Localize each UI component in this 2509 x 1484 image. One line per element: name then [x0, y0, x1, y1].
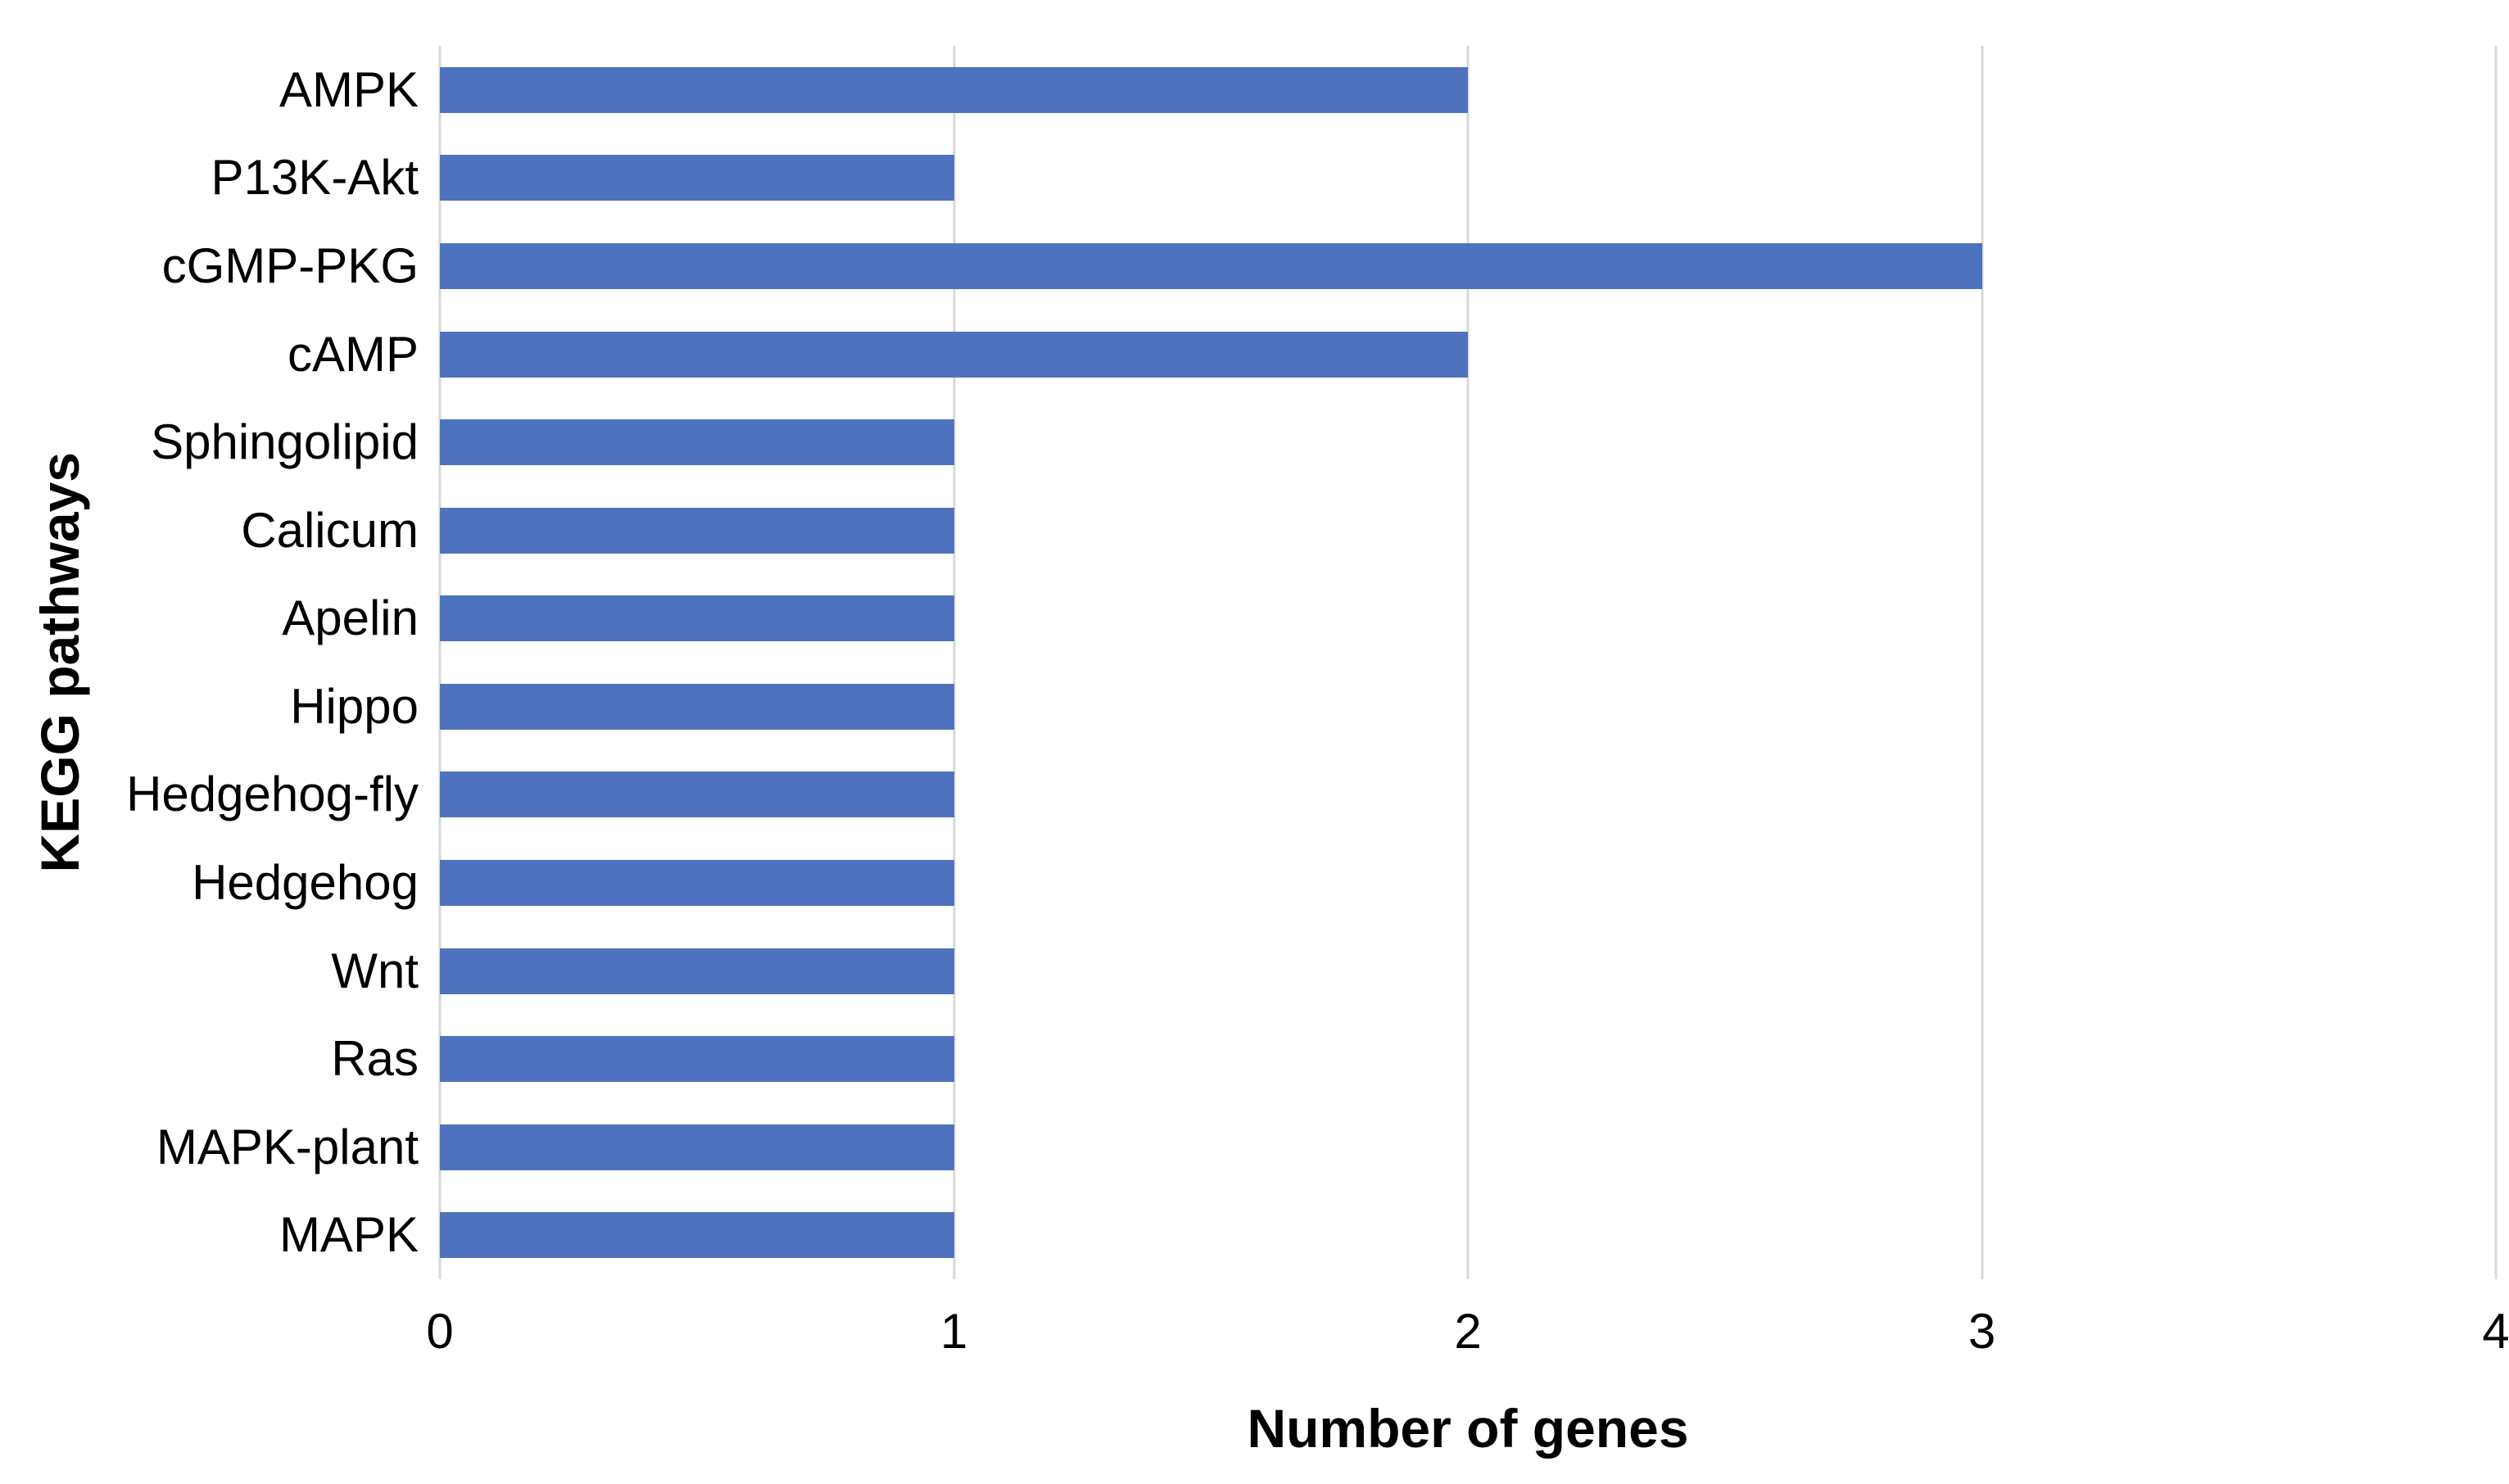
bar-row [440, 574, 2496, 663]
category-label: Hippo [290, 678, 419, 734]
bar-row [440, 46, 2496, 134]
bar-Apelin [440, 595, 954, 642]
bar-Hedgehog [440, 859, 954, 906]
category-row: Hedgehog [0, 839, 419, 927]
bar-Sphingolipid [440, 419, 954, 466]
bar-row [440, 927, 2496, 1016]
plot-area [438, 46, 2498, 1279]
category-label: MAPK [279, 1207, 419, 1263]
category-label: P13K-Akt [211, 150, 419, 206]
bar-row [440, 1192, 2496, 1280]
bar-Wnt [440, 948, 954, 994]
bar-row [440, 398, 2496, 486]
x-axis-title: Number of genes [1247, 1398, 1689, 1459]
category-row: Calicum [0, 486, 419, 575]
category-row: Apelin [0, 574, 419, 663]
category-row: MAPK-plant [0, 1103, 419, 1192]
bar-P13K-Akt [440, 155, 954, 201]
category-label: Sphingolipid [151, 414, 419, 470]
category-label: Hedgehog-fly [126, 767, 419, 822]
bar-row [440, 310, 2496, 399]
category-row: AMPK [0, 46, 419, 134]
bar-cGMP-PKG [440, 242, 1982, 289]
category-label: Calicum [241, 502, 419, 558]
category-row: Hedgehog-fly [0, 751, 419, 839]
category-label: cAMP [287, 326, 419, 382]
x-tick-label-0: 0 [426, 1304, 454, 1359]
bar-Hippo [440, 683, 954, 730]
x-tick-label-3: 3 [1968, 1304, 1996, 1359]
category-row: Wnt [0, 927, 419, 1016]
category-row: cGMP-PKG [0, 222, 419, 310]
category-label: MAPK-plant [156, 1119, 419, 1174]
category-label: Hedgehog [192, 854, 419, 910]
bar-series [440, 46, 2496, 1279]
category-row: Sphingolipid [0, 398, 419, 486]
category-label: cGMP-PKG [161, 238, 419, 293]
x-tick-label-4: 4 [2482, 1304, 2509, 1359]
bar-row [440, 839, 2496, 927]
vertical-gridline-x0 [438, 46, 442, 1279]
bar-row [440, 222, 2496, 310]
vertical-gridline-x4 [2494, 46, 2498, 1279]
category-row: MAPK [0, 1192, 419, 1280]
bar-row [440, 486, 2496, 575]
category-row: Hippo [0, 663, 419, 751]
bar-row [440, 751, 2496, 839]
category-row: cAMP [0, 310, 419, 399]
x-axis-tick-labels: 0 1 2 3 4 [426, 1304, 2509, 1373]
category-label: Ras [331, 1031, 419, 1087]
bar-Hedgehog-fly [440, 771, 954, 818]
category-label: Apelin [282, 590, 419, 646]
bar-row [440, 663, 2496, 751]
bar-MAPK [440, 1212, 954, 1259]
bar-row [440, 1103, 2496, 1192]
category-label: Wnt [331, 943, 419, 998]
bar-row [440, 134, 2496, 223]
y-axis-category-labels: AMPK P13K-Akt cGMP-PKG cAMP Sphingolipid Cali… [0, 46, 419, 1279]
x-tick-label-2: 2 [1454, 1304, 1482, 1359]
bar-Ras [440, 1036, 954, 1083]
bar-row [440, 1015, 2496, 1103]
bar-cAMP [440, 331, 1468, 378]
x-tick-label-1: 1 [940, 1304, 968, 1359]
category-row: Ras [0, 1015, 419, 1103]
category-label: AMPK [279, 61, 419, 117]
bar-AMPK [440, 66, 1468, 113]
category-row: P13K-Akt [0, 134, 419, 223]
bar-MAPK-plant [440, 1124, 954, 1170]
vertical-gridline-x2 [1466, 46, 1470, 1279]
bar-Calicum [440, 507, 954, 554]
vertical-gridline-x1 [953, 46, 955, 1279]
vertical-gridline-x3 [1981, 46, 1983, 1279]
